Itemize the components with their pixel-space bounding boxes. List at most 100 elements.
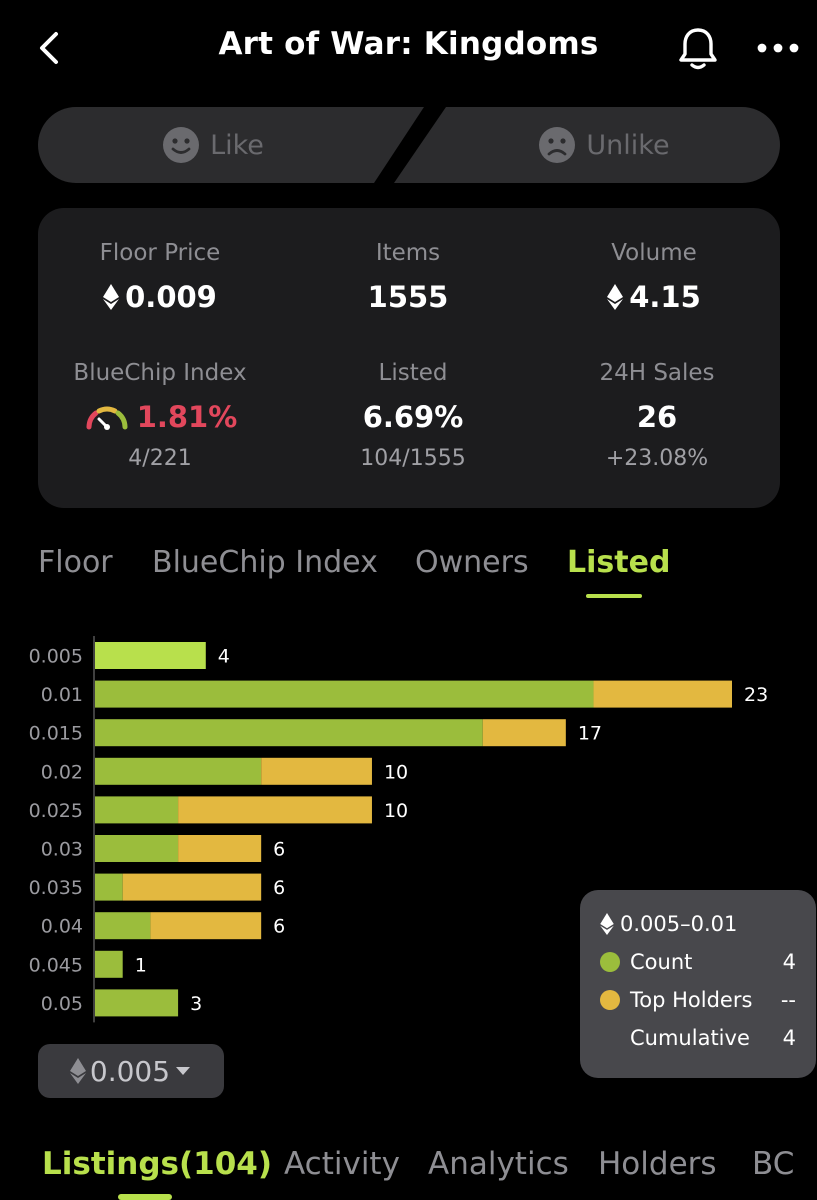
smile-icon — [163, 127, 200, 163]
bottom-tabs: Listings(104) Activity Analytics Holders… — [0, 1146, 817, 1200]
tab-listed[interactable]: Listed — [567, 545, 671, 580]
bottom-tab-active-indicator — [118, 1194, 172, 1200]
bluechip-sub: 4/221 — [128, 446, 192, 471]
chevron-left-icon — [40, 32, 58, 64]
volume-label: Volume — [611, 240, 697, 266]
ethereum-icon — [69, 1058, 86, 1084]
listed-value: 6.69% — [362, 400, 464, 434]
tooltip-cumulative-value: 4 — [782, 1026, 796, 1050]
bar-total-label: 23 — [744, 684, 768, 706]
bar-total-label: 17 — [578, 723, 602, 745]
stat-floor-price: Floor Price 0.009 — [40, 240, 280, 314]
tab-listings[interactable]: Listings(104) — [42, 1146, 273, 1182]
tab-owners[interactable]: Owners — [415, 545, 529, 580]
sales-24h-sub: +23.08% — [605, 446, 709, 471]
volume-value-row: 4.15 — [534, 280, 774, 314]
stat-listed: Listed 6.69% 104/1555 — [293, 360, 533, 471]
bar-count[interactable] — [95, 912, 151, 940]
tooltip-count-label: Count — [630, 950, 693, 974]
bar-top-holders[interactable] — [122, 873, 262, 901]
tooltip-row-top-holders: Top Holders -- — [600, 988, 796, 1012]
tooltip-top-holders-value: -- — [780, 988, 796, 1012]
frown-icon — [539, 127, 576, 163]
y-tick-label: 0.04 — [41, 916, 83, 938]
bar-top-holders[interactable] — [178, 796, 372, 824]
more-options-button[interactable] — [752, 36, 804, 60]
sales-24h-label: 24H Sales — [599, 360, 715, 386]
unlike-label: Unlike — [586, 129, 670, 161]
bar-count[interactable] — [95, 873, 123, 901]
listed-sub: 104/1555 — [360, 446, 466, 471]
listed-price-distribution-chart[interactable]: 0.005 4 0.01 23 0.015 17 0.02 10 0.025 10 0.03 6 0.0… — [0, 630, 817, 1030]
page-title: Art of War: Kingdoms — [218, 26, 599, 62]
tooltip-row-count: Count 4 — [600, 950, 796, 974]
bar-count[interactable] — [95, 757, 262, 785]
y-tick-label: 0.045 — [29, 954, 83, 976]
notifications-button[interactable] — [676, 24, 720, 72]
floor-price-label: Floor Price — [99, 240, 221, 266]
price-step-select[interactable]: 0.005 — [38, 1044, 224, 1098]
bell-icon — [679, 28, 717, 70]
like-label: Like — [210, 129, 264, 161]
bar-count[interactable] — [95, 950, 123, 978]
tab-floor[interactable]: Floor — [38, 545, 113, 580]
bar-top-holders[interactable] — [482, 719, 566, 747]
bar-count[interactable] — [95, 989, 179, 1017]
bar-total-label: 4 — [218, 646, 230, 668]
tooltip-cumulative-label: Cumulative — [630, 1026, 750, 1050]
listed-label: Listed — [378, 360, 448, 386]
tab-bc[interactable]: BC — [752, 1146, 795, 1182]
back-button[interactable] — [30, 28, 70, 68]
top-holders-legend-dot — [600, 990, 620, 1010]
stat-items: Items 1555 — [288, 240, 528, 314]
bar-count[interactable] — [95, 680, 594, 708]
bar-total-label: 10 — [384, 761, 408, 783]
volume-value: 4.15 — [629, 280, 701, 314]
chart-tooltip: 0.005–0.01 Count 4 Top Holders -- Cumula… — [580, 890, 816, 1078]
bar-count[interactable] — [95, 796, 179, 824]
bar-top-holders[interactable] — [593, 680, 732, 708]
bar-top-holders[interactable] — [150, 912, 262, 940]
bar-top-holders[interactable] — [178, 835, 262, 862]
bar-count[interactable] — [95, 719, 483, 747]
price-step-value: 0.005 — [89, 1054, 171, 1088]
bluechip-value-row: 1.81% — [40, 400, 280, 434]
ethereum-icon — [600, 913, 614, 935]
bar-total-label: 10 — [384, 800, 408, 822]
reaction-bar-background — [38, 107, 780, 183]
bluechip-label: BlueChip Index — [73, 360, 247, 386]
ethereum-icon — [607, 284, 624, 310]
tab-bluechip-index[interactable]: BlueChip Index — [152, 545, 378, 580]
y-tick-label: 0.005 — [29, 646, 83, 668]
like-button[interactable]: Like — [38, 107, 388, 183]
more-dots-icon — [757, 43, 799, 53]
ethereum-icon — [103, 284, 120, 310]
count-legend-dot — [600, 952, 620, 972]
tab-analytics[interactable]: Analytics — [428, 1146, 569, 1182]
y-tick-label: 0.03 — [41, 839, 83, 861]
floor-price-value: 0.009 — [125, 280, 217, 314]
gauge-icon — [86, 406, 128, 430]
tab-holders[interactable]: Holders — [598, 1146, 717, 1182]
y-tick-label: 0.05 — [41, 993, 83, 1015]
stat-volume: Volume 4.15 — [534, 240, 774, 314]
tooltip-range: 0.005–0.01 — [620, 912, 738, 936]
tooltip-range-row: 0.005–0.01 — [600, 912, 796, 936]
bar-count[interactable] — [95, 835, 179, 862]
bar-total-label: 1 — [135, 954, 147, 976]
unlike-button[interactable]: Unlike — [428, 107, 780, 183]
bar-total-label: 6 — [273, 916, 285, 938]
y-tick-label: 0.01 — [41, 684, 83, 706]
tab-activity[interactable]: Activity — [284, 1146, 400, 1182]
reaction-bar: Like Unlike — [38, 107, 780, 185]
stat-24h-sales: 24H Sales 26 +23.08% — [537, 360, 777, 471]
items-label: Items — [375, 240, 441, 266]
bar-total-label: 6 — [273, 839, 285, 861]
y-tick-label: 0.015 — [29, 723, 83, 745]
bar-top-holders[interactable] — [261, 757, 372, 785]
bar-count[interactable] — [95, 642, 206, 669]
y-tick-label: 0.02 — [41, 761, 83, 783]
bar-total-label: 6 — [273, 877, 285, 899]
caret-down-icon — [176, 1067, 191, 1075]
floor-price-value-row: 0.009 — [40, 280, 280, 314]
